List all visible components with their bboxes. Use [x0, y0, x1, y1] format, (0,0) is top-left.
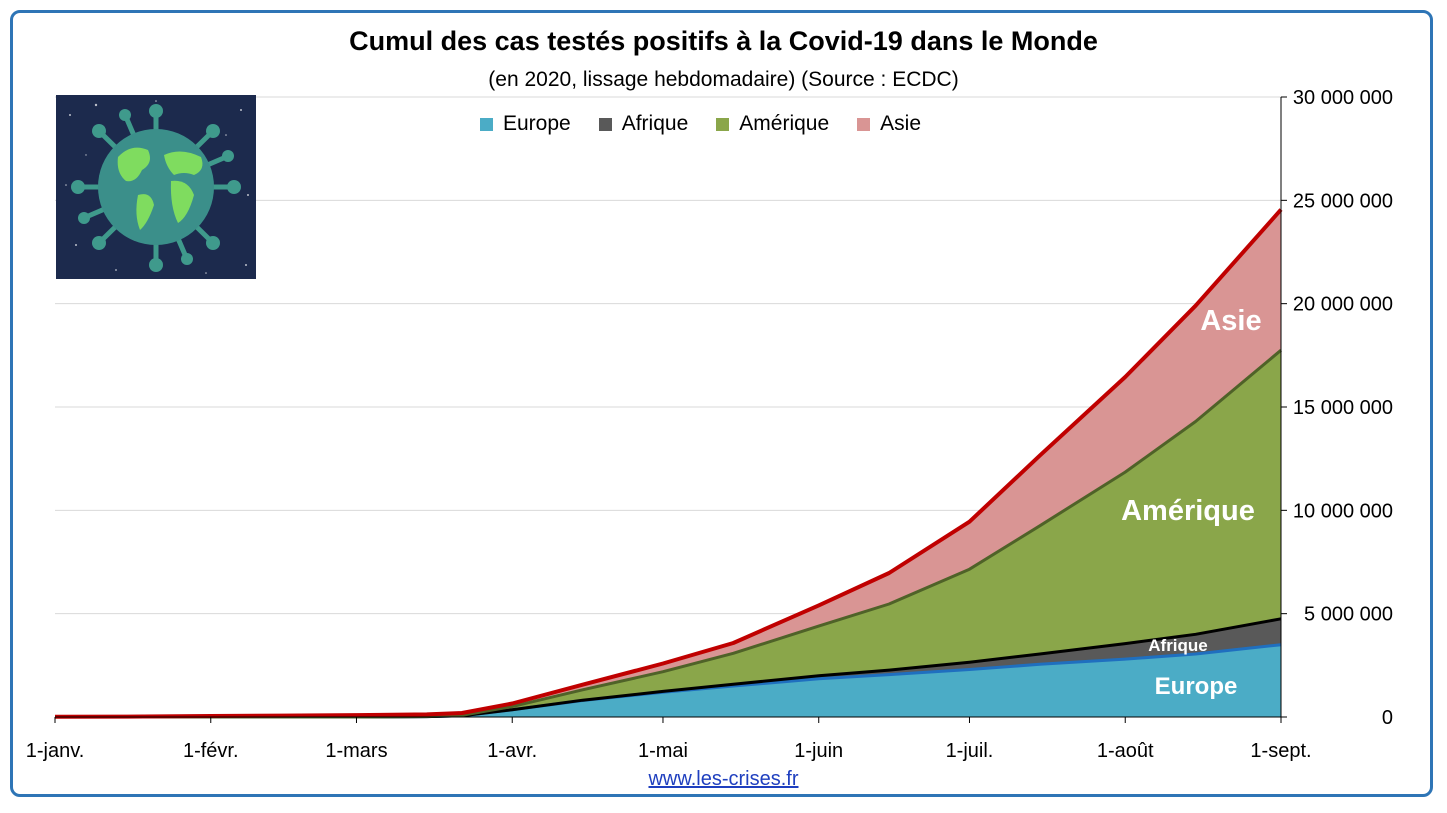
- legend-swatch-europe: [480, 117, 493, 131]
- x-tick-label: 1-févr.: [183, 740, 239, 762]
- area-label-asie: Asie: [1200, 305, 1261, 337]
- legend-label-afrique: Afrique: [621, 112, 689, 135]
- area-label-europe: Europe: [1155, 673, 1238, 700]
- area-label-amérique: Amérique: [1121, 495, 1255, 527]
- legend-swatch-afrique: [598, 117, 612, 131]
- legend-swatch-asie: [857, 117, 871, 131]
- x-tick-label: 1-mars: [325, 740, 387, 762]
- legend-swatch-amerique: [716, 117, 730, 131]
- y-tick-label: 0: [1382, 707, 1393, 729]
- chart-title: Cumul des cas testés positifs à la Covid…: [349, 26, 1098, 56]
- area-amérique: [55, 350, 1281, 717]
- legend-item-amerique: Amérique: [716, 112, 829, 136]
- legend-item-afrique: Afrique: [598, 112, 689, 136]
- area-label-afrique: Afrique: [1148, 636, 1208, 655]
- y-tick-label: 15 000 000: [1293, 397, 1393, 419]
- area-asie: [55, 209, 1281, 717]
- series-areas: [55, 209, 1281, 717]
- x-tick-label: 1-avr.: [487, 740, 537, 762]
- line-asie: [54, 208, 1283, 719]
- y-tick-label: 10 000 000: [1293, 500, 1393, 522]
- legend-label-amerique: Amérique: [739, 112, 830, 135]
- coronavirus-globe-image: [56, 95, 256, 279]
- legend-item-europe: Europe: [480, 112, 571, 136]
- y-tick-label: 25 000 000: [1293, 190, 1393, 212]
- x-tick-label: 1-janv.: [26, 740, 85, 762]
- area-labels: Europe Afrique Amérique Asie: [1121, 305, 1262, 700]
- x-tick-label: 1-sept.: [1250, 740, 1311, 762]
- area-europe: [55, 644, 1281, 717]
- legend-label-europe: Europe: [503, 112, 571, 135]
- y-tick-label: 5 000 000: [1304, 604, 1393, 626]
- chart-subtitle: (en 2020, lissage hebdomadaire) (Source …: [488, 68, 959, 91]
- source-link[interactable]: www.les-crises.fr: [648, 768, 799, 790]
- chart-legend: Europe Afrique Amérique Asie: [480, 112, 921, 136]
- x-tick-label: 1-mai: [638, 740, 688, 762]
- chart-frame: [10, 10, 1433, 797]
- x-tick-label: 1-juin: [794, 740, 843, 762]
- y-tick-label: 30 000 000: [1293, 87, 1393, 109]
- axes: 0 5 000 000 10 000 000 15 000 000 20 000 000…: [26, 87, 1393, 762]
- legend-item-asie: Asie: [857, 112, 921, 136]
- x-tick-label: 1-août: [1097, 740, 1154, 762]
- y-tick-label: 20 000 000: [1293, 294, 1393, 316]
- legend-label-asie: Asie: [880, 112, 922, 135]
- x-tick-label: 1-juil.: [946, 740, 994, 762]
